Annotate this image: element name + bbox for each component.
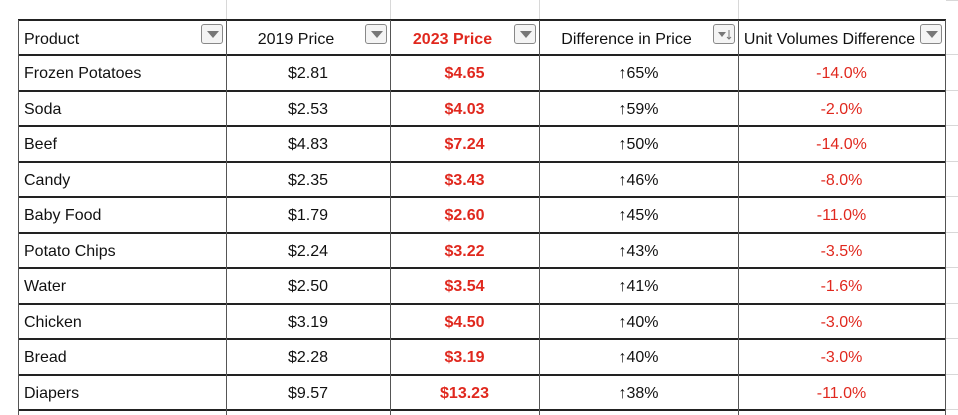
table-cell: Frozen Potatoes	[24, 65, 142, 83]
grid-line	[946, 267, 958, 268]
grid-line	[226, 0, 227, 20]
filter-button[interactable]	[713, 24, 735, 44]
table-cell: $1.79	[287, 207, 329, 225]
table-cell: Diapers	[24, 384, 80, 402]
table-cell: $4.03	[444, 100, 485, 118]
grid-line	[946, 373, 958, 375]
row-border	[18, 409, 946, 411]
grid-line	[946, 125, 958, 126]
table-cell: ↑38%	[618, 384, 659, 402]
filter-button[interactable]	[920, 24, 942, 44]
table-cell: ↑40%	[618, 349, 659, 367]
row-border	[18, 302, 946, 305]
column-header: 2023 Price	[412, 30, 493, 48]
table-cell: $2.28	[287, 349, 329, 367]
table-cell: $2.81	[287, 65, 329, 83]
table-cell: $2.35	[287, 171, 329, 189]
row-border	[18, 89, 946, 92]
table-cell: -14.0%	[816, 65, 867, 83]
table-cell: Potato Chips	[24, 242, 116, 260]
table-cell: $9.57	[287, 384, 329, 402]
row-border	[18, 267, 946, 269]
row-border	[18, 231, 946, 234]
grid-line	[946, 196, 958, 197]
column-border	[945, 20, 946, 415]
table-cell: $3.22	[444, 242, 485, 260]
table-cell: -3.5%	[820, 242, 863, 260]
row-border	[18, 19, 946, 21]
table-cell: $2.50	[287, 278, 329, 296]
table-cell: Water	[24, 278, 67, 296]
table-cell: Baby Food	[24, 207, 102, 225]
filter-button[interactable]	[514, 24, 536, 44]
table-cell: -11.0%	[816, 207, 867, 225]
table-cell: -1.6%	[820, 278, 863, 296]
table-cell: $2.24	[287, 242, 329, 260]
table-cell: ↑41%	[618, 278, 659, 296]
filter-button[interactable]	[365, 24, 387, 44]
column-header: 2019 Price	[257, 30, 335, 48]
grid-line	[738, 0, 739, 20]
column-border	[738, 20, 739, 415]
table-cell: $13.23	[440, 384, 489, 402]
table-cell: $2.53	[287, 100, 329, 118]
table-cell: ↑46%	[618, 171, 659, 189]
column-border	[18, 20, 19, 415]
table-cell: Chicken	[24, 313, 82, 331]
table-cell: Soda	[24, 100, 62, 118]
grid-line	[390, 0, 391, 20]
grid-line	[946, 0, 958, 1]
table-cell: -2.0%	[820, 100, 863, 118]
row-border	[18, 125, 946, 127]
table-cell: -14.0%	[816, 136, 867, 154]
grid-line	[946, 54, 958, 55]
grid-line	[946, 89, 958, 91]
table-cell: ↑50%	[618, 136, 659, 154]
row-border	[18, 338, 946, 340]
table-cell: $4.50	[444, 313, 485, 331]
table-cell: -8.0%	[820, 171, 863, 189]
row-border	[18, 160, 946, 163]
table-cell: -3.0%	[820, 349, 863, 367]
table-cell: Beef	[24, 136, 57, 154]
table-cell: $4.83	[287, 136, 329, 154]
column-header: Product	[24, 30, 80, 48]
row-border	[18, 196, 946, 198]
column-header: Difference in Price	[561, 30, 692, 48]
table-cell: ↑43%	[618, 242, 659, 260]
table-cell: $3.54	[444, 278, 485, 296]
column-border	[390, 20, 391, 415]
table-cell: -3.0%	[820, 313, 863, 331]
table-cell: $3.19	[287, 313, 329, 331]
table-cell: ↑65%	[618, 65, 659, 83]
table-cell: $3.19	[444, 349, 485, 367]
table-cell: -11.0%	[816, 384, 867, 402]
row-border	[18, 54, 946, 56]
table-cell: Candy	[24, 171, 71, 189]
column-header: Unit Volumes Difference	[743, 30, 916, 48]
grid-line	[946, 338, 958, 339]
table-cell: Bread	[24, 349, 67, 367]
grid-line	[946, 302, 958, 304]
row-border	[18, 373, 946, 376]
filter-button[interactable]	[201, 24, 223, 44]
table-cell: $2.60	[444, 207, 485, 225]
table-cell: $3.43	[444, 171, 485, 189]
column-border	[226, 20, 227, 415]
table-cell: $7.24	[444, 136, 485, 154]
grid-line	[946, 160, 958, 162]
grid-line	[539, 0, 540, 20]
column-border	[539, 20, 540, 415]
table-cell: ↑59%	[618, 100, 659, 118]
table-cell: ↑45%	[618, 207, 659, 225]
table-cell: $4.65	[444, 65, 485, 83]
table-cell: ↑40%	[618, 313, 659, 331]
grid-line	[946, 409, 958, 410]
grid-line	[946, 231, 958, 233]
